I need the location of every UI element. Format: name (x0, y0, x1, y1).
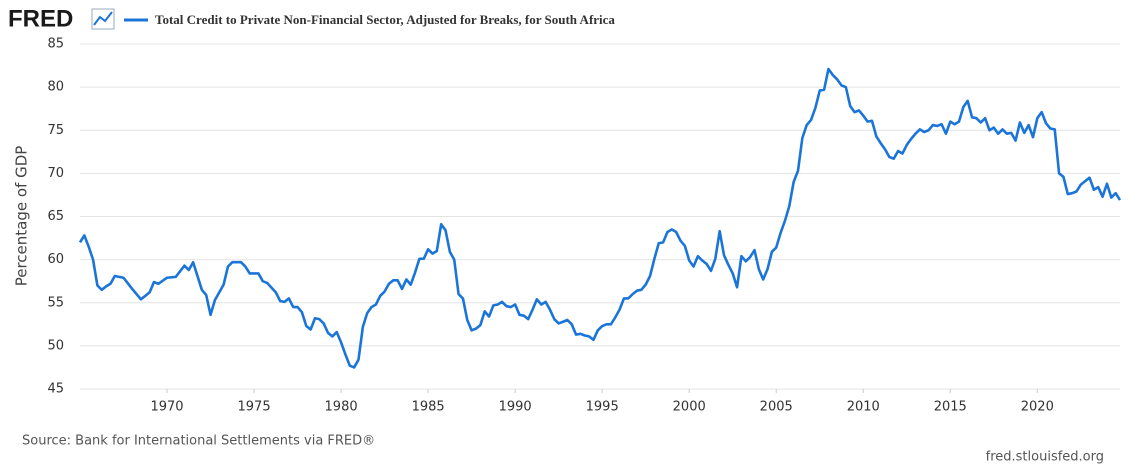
x-tick-label: 2000 (673, 400, 706, 415)
y-tick-label: 75 (47, 123, 64, 138)
x-tick-label: 1985 (412, 400, 445, 415)
y-axis-label: Percentage of GDP (13, 146, 31, 287)
x-tick-label: 1970 (150, 400, 183, 415)
legend-label: Total Credit to Private Non-Financial Se… (155, 12, 615, 27)
y-tick-label: 50 (47, 338, 64, 353)
x-tick-label: 2020 (1021, 400, 1054, 415)
y-tick-label: 60 (47, 252, 64, 267)
logo-icon (91, 8, 115, 30)
logo[interactable]: FRED (8, 5, 73, 32)
x-tick-label: 1995 (586, 400, 619, 415)
y-tick-label: 80 (47, 80, 64, 95)
x-tick-label: 1990 (499, 400, 532, 415)
x-tick-label: 1975 (238, 400, 271, 415)
x-tick-label: 2010 (847, 400, 880, 415)
y-tick-label: 85 (47, 37, 64, 52)
y-tick-label: 55 (47, 295, 64, 310)
source: Source: Bank for International Settlemen… (22, 434, 375, 449)
credit[interactable]: fred.stlouisfed.org (986, 450, 1104, 465)
y-tick-label: 70 (47, 166, 64, 181)
data-line (78, 67, 1122, 369)
x-tick-label: 2015 (934, 400, 967, 415)
x-tick-label: 1980 (325, 400, 358, 415)
y-tick-label: 45 (47, 382, 64, 397)
y-tick-label: 65 (47, 209, 64, 224)
x-tick-label: 2005 (760, 400, 793, 415)
